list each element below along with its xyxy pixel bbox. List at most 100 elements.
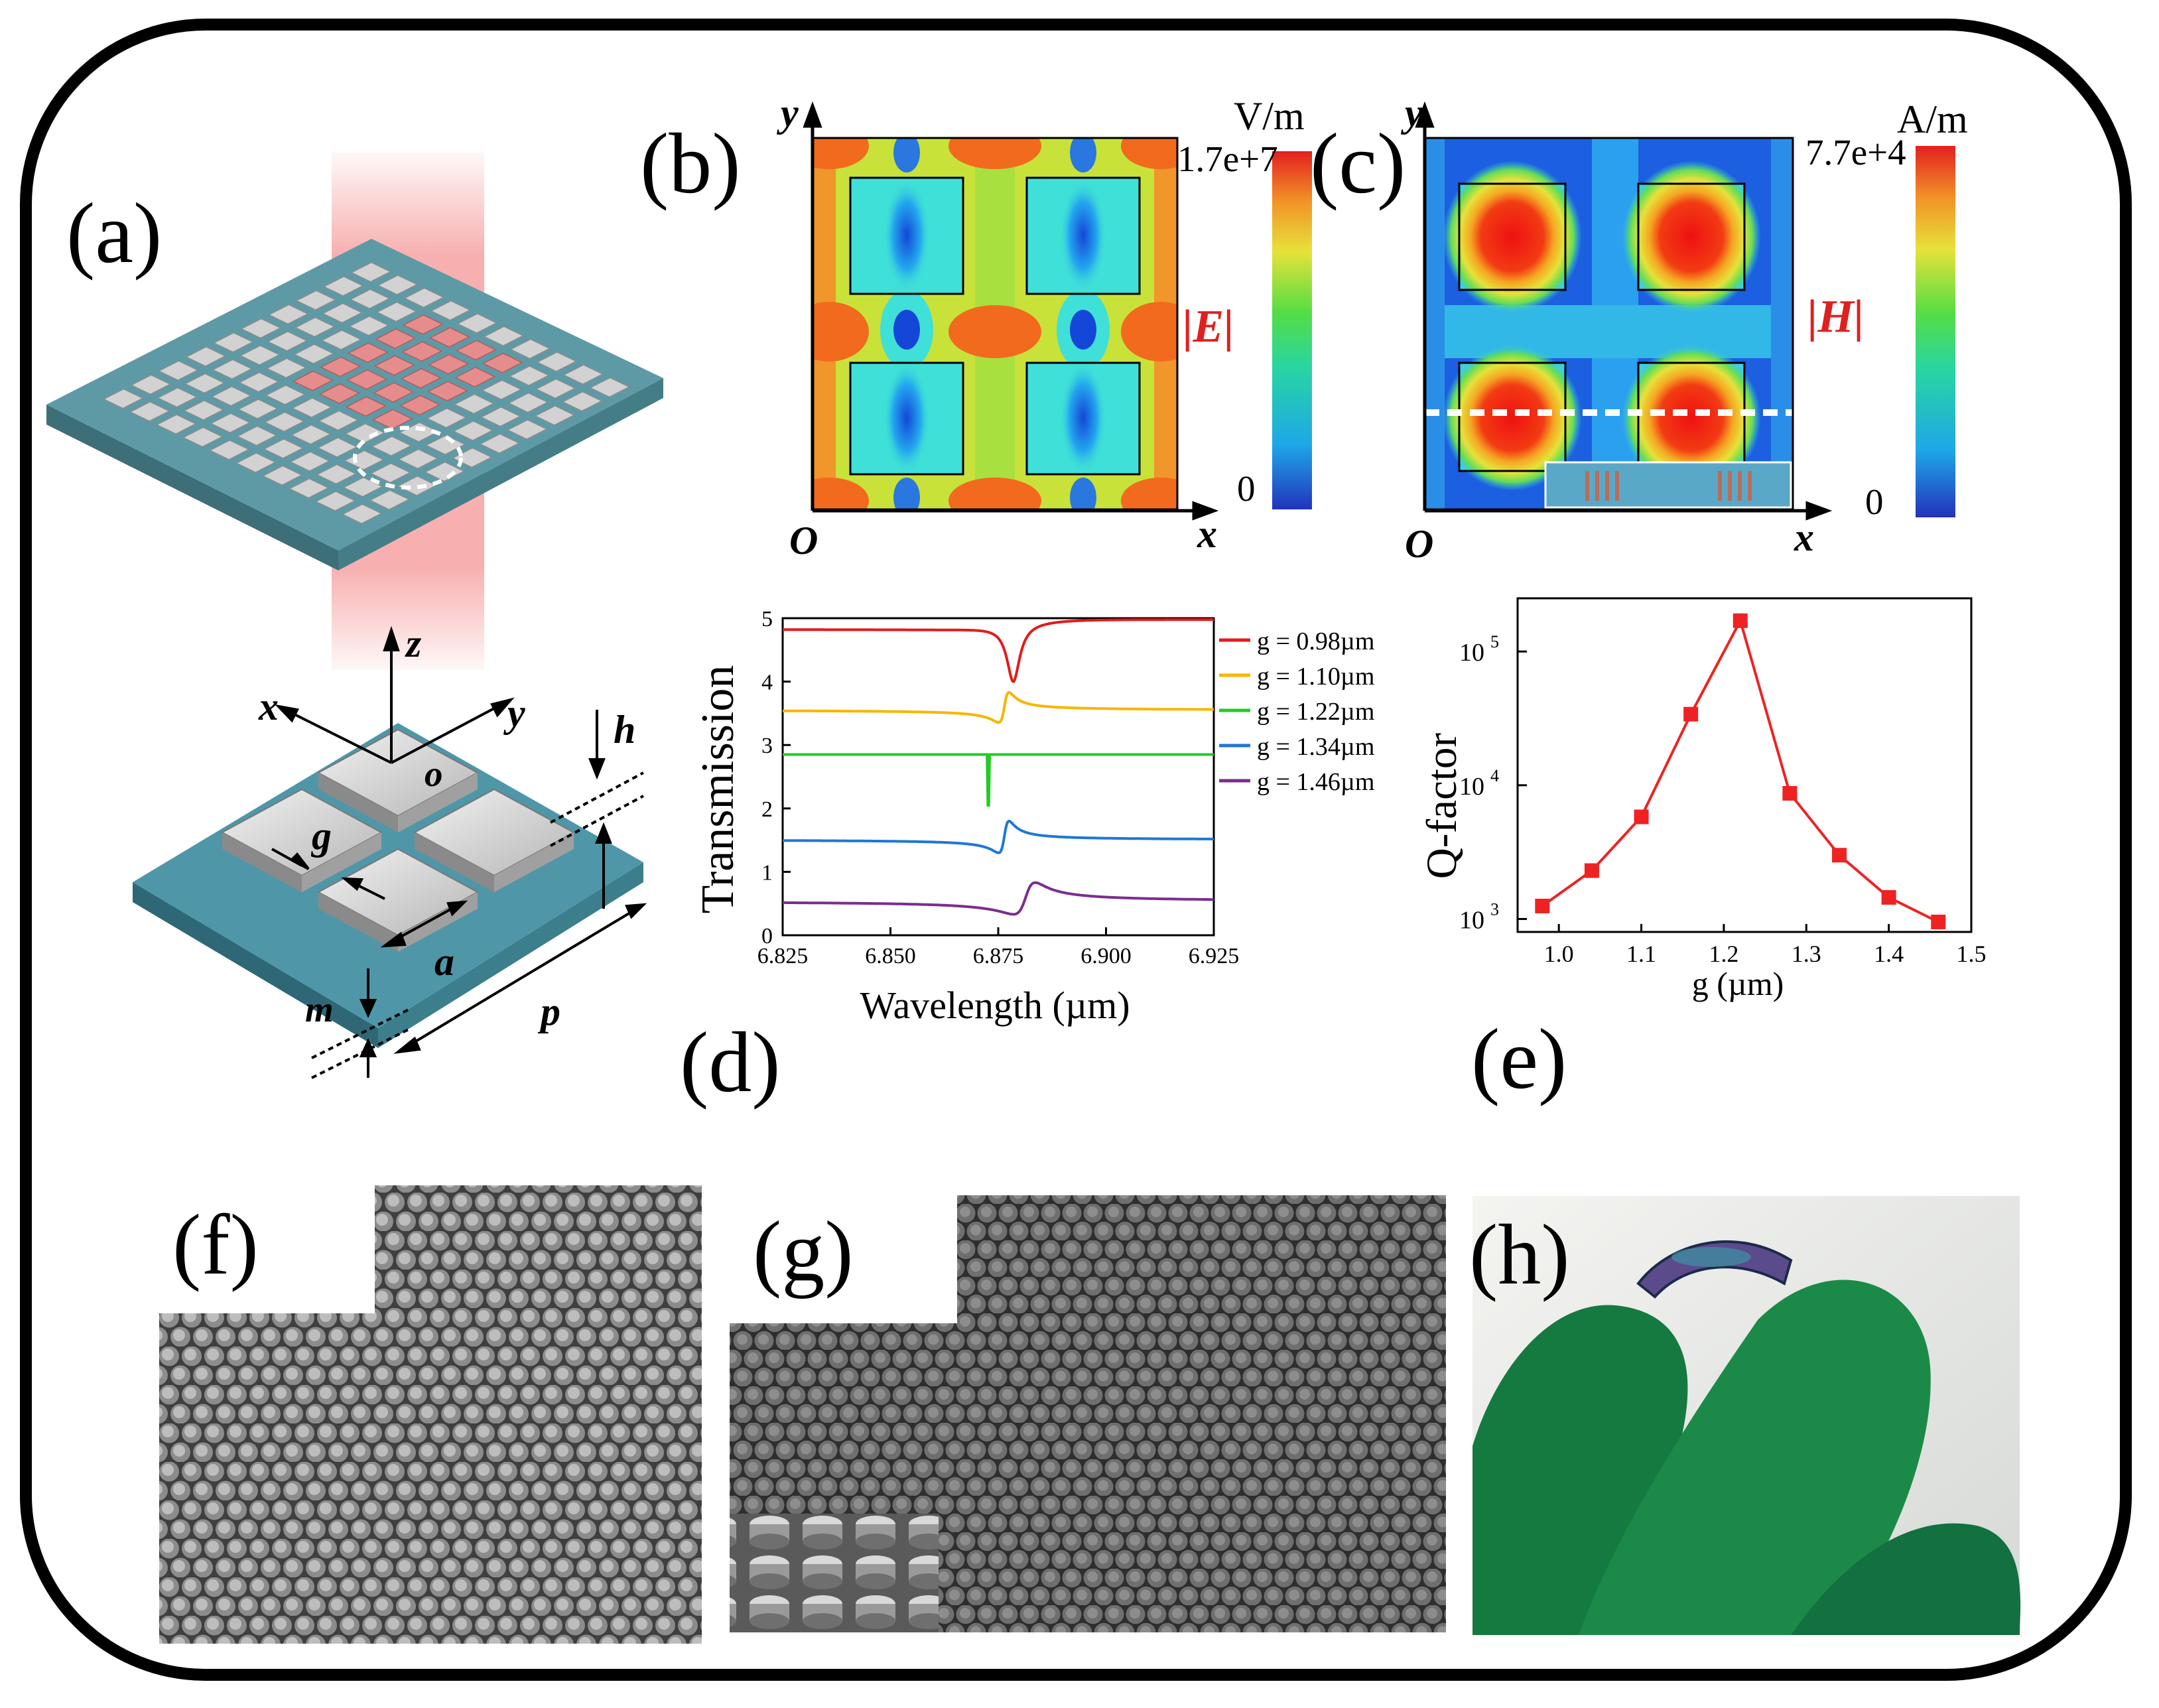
- chart-e-xtick-label: 1.0: [1544, 941, 1574, 967]
- tile: [295, 290, 337, 311]
- unit-cell-edge-left: [133, 882, 378, 1048]
- tile: [369, 462, 411, 484]
- map-b-x-axis: x: [1197, 512, 1217, 556]
- chart-d-ytick-label: 4: [761, 671, 773, 695]
- tile: [399, 395, 441, 416]
- chart-e-xtick-label: 1.1: [1626, 941, 1656, 967]
- tile: [183, 400, 225, 421]
- tile: [265, 384, 306, 405]
- tile: [400, 367, 442, 389]
- axis-y-label: y: [503, 691, 525, 735]
- chart-d-xtick-label: 6.875: [973, 944, 1024, 968]
- glove-finger-left: [1472, 1305, 1688, 1635]
- chart-e-data-point: [1832, 848, 1847, 863]
- e-quantity-label: |E|: [1183, 301, 1234, 352]
- tile: [237, 399, 279, 419]
- tile: [507, 392, 549, 413]
- tile: [155, 414, 197, 435]
- dim-g-label: g: [310, 814, 332, 858]
- colorbar-e: [1272, 151, 1312, 509]
- tile: [236, 425, 278, 446]
- tile: [428, 327, 470, 348]
- tile: [184, 373, 226, 394]
- chart-d-series-line: [783, 753, 1214, 807]
- panel-d-transmission-chart: 6.825 6.850 6.875 6.900 6.925 0 1 2 3 4 5 g = 0.98µ…: [680, 607, 1374, 1110]
- tile: [289, 451, 331, 472]
- tile: [316, 437, 358, 458]
- tile: [316, 464, 358, 485]
- tile: [343, 450, 385, 471]
- tile: [157, 387, 198, 408]
- tile: [562, 364, 604, 385]
- tile: [346, 369, 388, 390]
- chart-e-data-point: [1535, 898, 1550, 913]
- tile: [261, 465, 303, 486]
- panel-g-sem-image: (g): [730, 1195, 1446, 1632]
- tile: [291, 397, 333, 419]
- panel-c-h-field-map: A/m 7.7e+4 0 |H| y x O (c): [1310, 91, 1968, 566]
- tile: [314, 491, 356, 511]
- chart-d-legend-label: g = 1.10µm: [1257, 663, 1374, 690]
- dim-a-label: a: [434, 940, 454, 984]
- tile: [345, 396, 387, 417]
- tile: [210, 413, 251, 434]
- tile: [290, 424, 332, 445]
- panel-label-f: (f): [172, 1197, 259, 1293]
- h-quantity-label: |H|: [1807, 291, 1864, 342]
- panel-h-flexible-sample-photo: (h): [1469, 1196, 2021, 1635]
- tile: [265, 358, 307, 379]
- tile: [350, 261, 392, 283]
- chart-e-data-point: [1733, 613, 1748, 628]
- tile: [536, 351, 578, 372]
- chart-d-ytick-label: 2: [761, 797, 773, 822]
- map-c-origin: O: [1405, 522, 1433, 566]
- chart-d-xlabel: Wavelength (µm): [860, 984, 1130, 1027]
- panel-f-sem-image: (f): [159, 1185, 702, 1644]
- tile: [428, 354, 470, 375]
- chart-e-ytick-label: 10: [1459, 773, 1484, 801]
- colorbar-h-min: 0: [1865, 482, 1884, 522]
- tile: [425, 434, 466, 456]
- unit-cell-edge-right: [378, 862, 643, 1048]
- tile: [212, 359, 253, 380]
- chart-e-ytick-exponent: 5: [1490, 632, 1499, 651]
- tile: [369, 490, 411, 510]
- tile: [347, 342, 389, 363]
- substrate-edge-left: [46, 405, 338, 570]
- tile: [238, 371, 280, 393]
- tile: [318, 410, 360, 431]
- chart-d-ytick-label: 5: [761, 607, 773, 631]
- tile: [341, 503, 383, 525]
- tile: [561, 391, 603, 412]
- panel-label-g: (g): [753, 1204, 854, 1299]
- tile: [320, 356, 361, 377]
- tile: [267, 330, 308, 352]
- map-b-y-axis: y: [777, 91, 799, 135]
- chart-d-xtick-label: 6.825: [757, 944, 809, 968]
- tile: [210, 385, 252, 407]
- tile: [397, 448, 439, 470]
- axis-z-label: z: [405, 622, 422, 665]
- chart-d-legend-label: g = 0.98µm: [1257, 627, 1374, 655]
- tile: [509, 338, 551, 360]
- tile: [371, 436, 413, 456]
- unit-cell-highlight: [353, 426, 463, 490]
- tile: [479, 433, 521, 454]
- tile: [185, 346, 227, 367]
- tile: [375, 301, 417, 322]
- substrate-edge-right: [338, 378, 663, 570]
- tile: [401, 341, 443, 362]
- chart-e-data-point: [1782, 786, 1798, 801]
- chart-d-ylabel: Transmission: [692, 665, 744, 914]
- tile: [263, 411, 305, 432]
- rounded-frame: [20, 19, 2132, 1681]
- chart-e-xtick-label: 1.3: [1792, 941, 1821, 967]
- panel-b-e-field-map: V/m 1.7e+7 0 |E| y x O (b): [640, 91, 1312, 562]
- transmission-chart: 6.825 6.850 6.875 6.900 6.925 0 1 2 3 4 5 g = 0.98µ…: [757, 607, 1375, 968]
- tile: [377, 275, 419, 295]
- tile: [293, 344, 335, 365]
- tile: [322, 302, 363, 324]
- tile: [506, 419, 548, 440]
- chart-e-data-point: [1634, 809, 1649, 824]
- unit-cell-blocks: [220, 728, 576, 952]
